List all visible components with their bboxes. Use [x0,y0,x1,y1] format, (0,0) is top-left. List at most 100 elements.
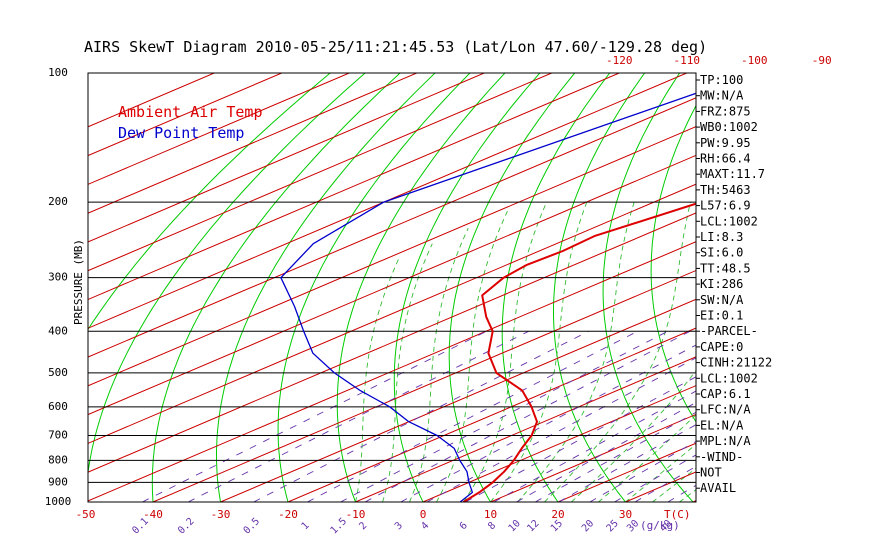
moist-adiabat-line [463,201,548,502]
bottom-temp-tick-label: -30 [211,508,231,521]
moist-adiabat-line [382,243,433,502]
mixing-ratio-tick-label: 1 [300,520,312,532]
dry-adiabat-line [88,73,331,331]
stability-index-item: SI:6.0 [700,246,743,260]
bottom-temp-tick-label: 20 [551,508,564,521]
isotherm-line [88,241,696,502]
isotherm-line [490,413,696,502]
dry-adiabat-line [602,73,694,502]
pressure-tick-label: 100 [48,66,68,79]
y-axis-label: PRESSURE (MB) [72,239,85,325]
dry-adiabat-line [277,73,471,502]
pressure-tick-label: 200 [48,195,68,208]
moist-adiabat-line [355,257,400,502]
stability-index-item: MPL:N/A [700,434,751,448]
pressure-tick-label: 600 [48,400,68,413]
isotherm-line [828,73,870,502]
stability-index-item: L57:6.9 [700,199,751,213]
stability-index-item: LI:8.3 [700,230,743,244]
dry-adiabat-line [393,73,541,502]
mixing-ratio-tick-label: 0.5 [242,516,263,537]
chart-title: AIRS SkewT Diagram 2010-05-25/11:21:45.5… [84,38,707,56]
legend-dew-point: Dew Point Temp [118,124,244,142]
top-temp-tick-label: -100 [741,54,768,67]
x-axis-unit-label: T(C) [664,508,691,521]
stability-index-item: CINH:21122 [700,356,772,370]
isotherm-line [152,269,696,502]
stability-index-item: SW:N/A [700,293,744,307]
top-temp-tick-label: -120 [606,54,633,67]
mixing-ratio-line [142,330,487,502]
isotherm-line [88,73,485,243]
mixing-ratio-tick-label: 20 [580,518,596,534]
mixing-ratio-tick-label: 8 [486,520,498,532]
isotherm-line [88,73,552,272]
mixing-ratio-line [426,357,696,502]
isotherm-line [287,327,696,502]
isotherm-line [88,73,417,214]
pressure-tick-label: 500 [48,366,68,379]
pressure-tick-label: 1000 [45,495,72,508]
dry-adiabat-line [650,104,696,423]
sounding-series [280,92,696,502]
stability-index-item: TP:100 [700,73,743,87]
bottom-temp-tick-label: 10 [484,508,497,521]
dry-adiabat-line [829,73,870,502]
stability-index-item: RH:66.4 [700,152,751,166]
plot-frame [87,72,697,503]
dry-adiabat-line [151,73,401,502]
mixing-ratio-tick-label: 4 [419,520,431,532]
isotherm-line [88,73,350,185]
bottom-temp-tick-label: -20 [278,508,298,521]
stability-index-item: -PARCEL- [700,324,758,338]
stability-index-item: CAP:6.1 [700,387,751,401]
dry-adiabat-line [787,73,870,502]
isotherm-line [88,212,696,473]
pressure-tick-label: 400 [48,324,68,337]
air-temp-series-line [462,202,696,502]
isotherm-line [88,183,696,444]
dry-adiabat-line [501,73,611,502]
stability-index-item: AVAIL [700,481,736,495]
stability-index-item: TH:5463 [700,183,751,197]
stability-index-item: WB0:1002 [700,120,758,134]
moist-adiabat-line [571,369,696,502]
moist-adiabat-line [409,228,469,502]
dry-adiabat-line [336,73,506,502]
bottom-temp-tick-label: -40 [143,508,163,521]
stability-index-item: LFC:N/A [700,403,751,417]
mixing-ratio-line [364,330,691,502]
stability-index-item: MAXT:11.7 [700,167,765,181]
stability-index-item: CAPE:0 [700,340,743,354]
isotherm-line [88,73,620,301]
stability-index-item: MW:N/A [700,89,744,103]
dry-adiabat-line [448,73,576,502]
mixing-ratio-unit-label: (g/kg) [640,519,680,532]
stability-index-item: EI:0.1 [700,309,743,323]
mixing-ratio-tick-label: 3 [393,520,405,532]
stability-index-item: EL:N/A [700,418,744,432]
moist-adiabat-line [652,467,696,502]
isotherm-line [88,73,687,329]
isotherm-line [220,298,696,502]
stability-index-item: FRZ:875 [700,104,751,118]
stability-index-item: KI:286 [700,277,743,291]
isotherm-lines [88,73,870,502]
moist-adiabat-line [436,211,508,502]
bottom-temp-tick-label: -10 [346,508,366,521]
stability-index-item: NOT [700,466,722,480]
mixing-ratio-tick-label: 2 [357,520,369,532]
bottom-temp-tick-label: 30 [619,508,632,521]
dry-adiabat-line [743,73,870,502]
dew-point-series-line [280,92,696,502]
isotherm-line [355,356,696,502]
pressure-tick-label: 800 [48,453,68,466]
stability-index-item: PW:9.95 [700,136,751,150]
mixing-ratio-tick-label: 12 [525,518,541,534]
bottom-temp-tick-label: -50 [76,508,96,521]
isotherm-line [422,385,696,502]
mixing-ratio-tick-label: 6 [458,520,470,532]
mixing-ratio-tick-label: 10 [507,518,523,534]
